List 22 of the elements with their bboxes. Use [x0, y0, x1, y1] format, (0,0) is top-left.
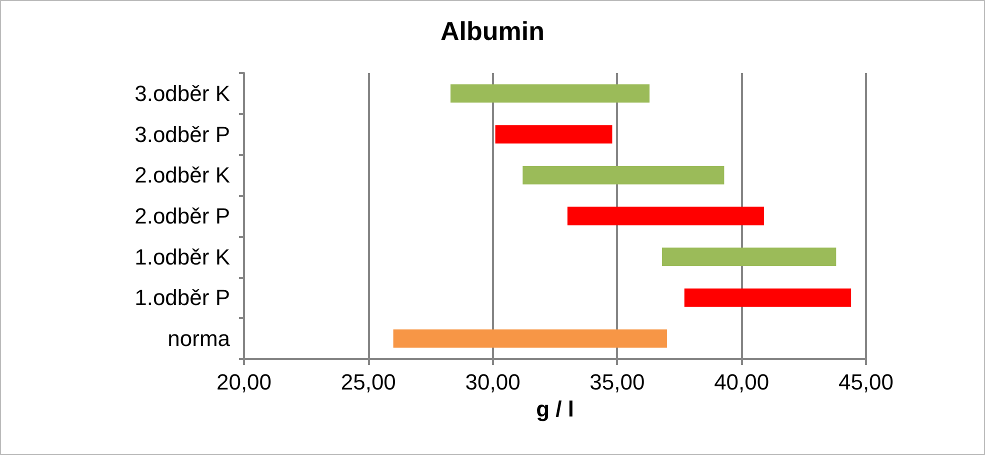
y-tick-label: 2.odběr K — [134, 162, 230, 188]
x-tick-label: 20,00 — [216, 370, 272, 394]
y-tick-label: 3.odběr K — [134, 80, 230, 106]
bar — [567, 206, 764, 226]
x-tick-label: 30,00 — [465, 370, 520, 394]
x-tick-label: 25,00 — [340, 370, 396, 394]
x-tick-label: 35,00 — [590, 370, 645, 394]
x-tick-label: 40,00 — [714, 370, 770, 394]
bar — [495, 125, 612, 144]
chart-title: Albumin — [440, 16, 544, 46]
y-tick-label: 3.odběr P — [134, 122, 230, 147]
x-axis-title: g / l — [536, 396, 574, 422]
y-tick-label: 1.odběr P — [134, 285, 230, 310]
y-tick-label: 2.odběr P — [134, 204, 230, 228]
x-tick-label: 45,00 — [838, 370, 894, 394]
bar — [684, 288, 852, 307]
bar — [393, 329, 667, 348]
bar — [662, 248, 836, 266]
y-tick-label: 1.odběr K — [134, 244, 230, 270]
bar — [522, 166, 724, 184]
y-tick-label: norma — [168, 326, 231, 352]
bar — [450, 84, 650, 103]
